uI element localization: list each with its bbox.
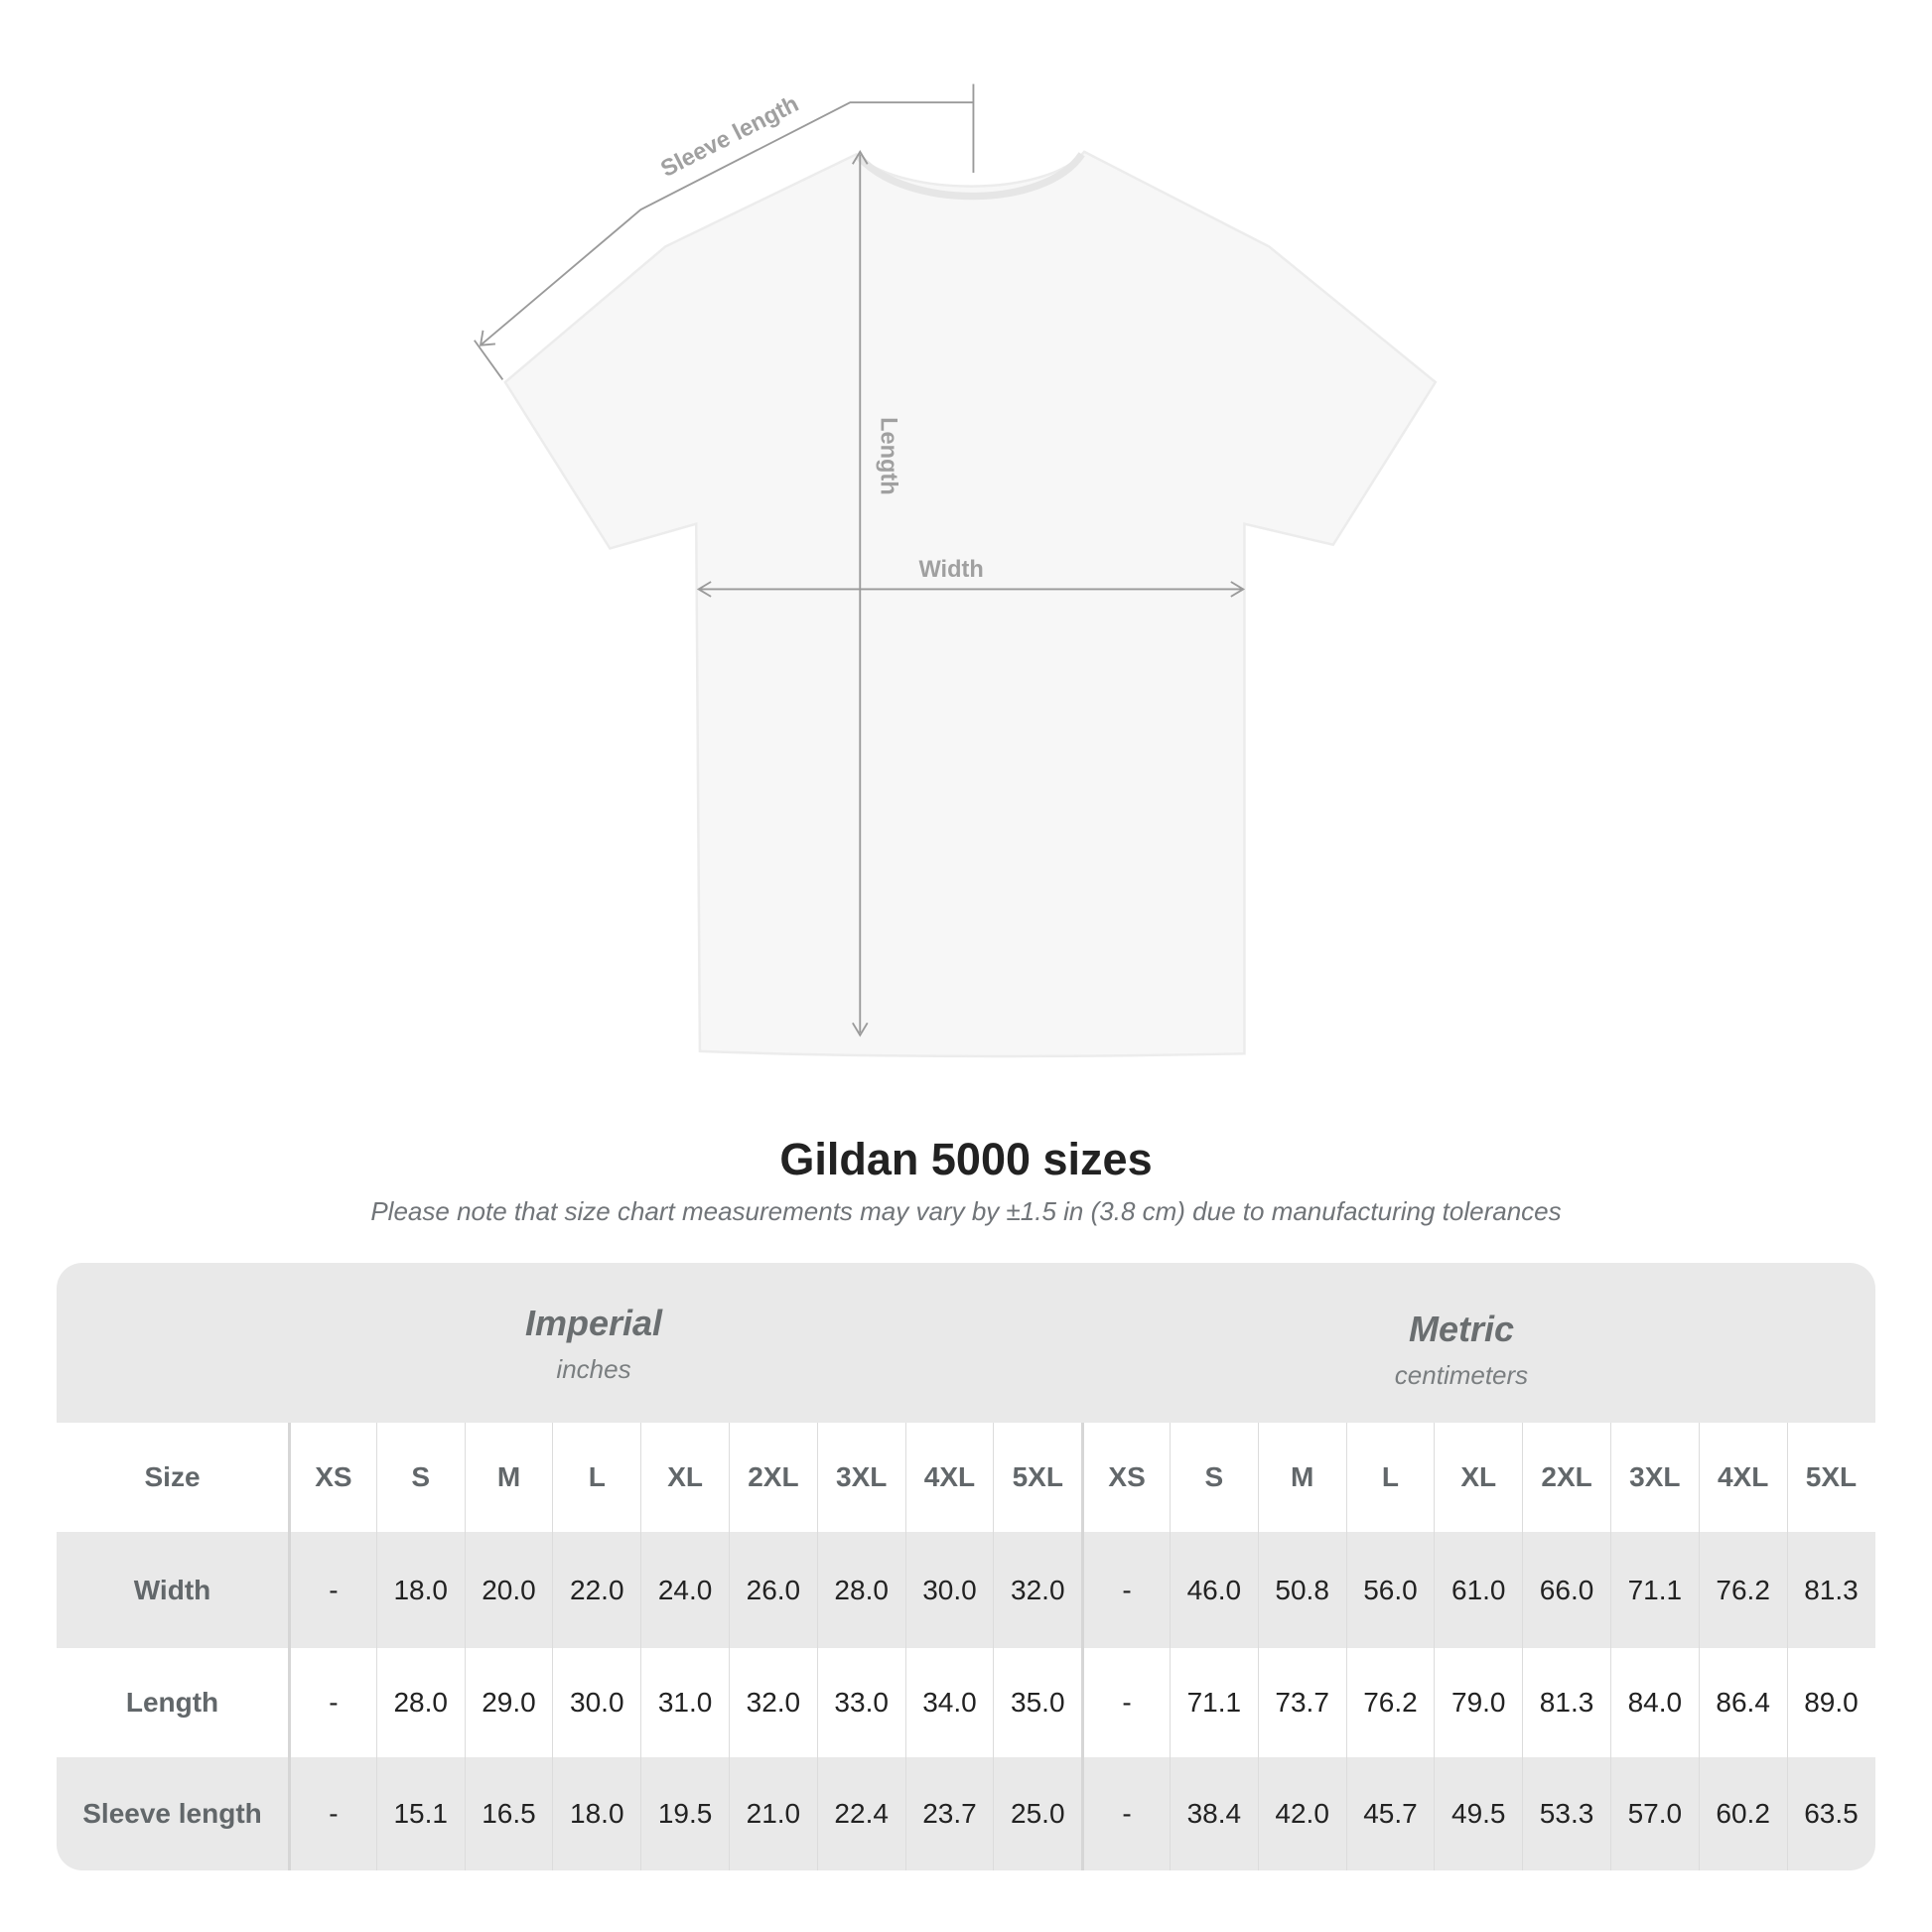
metric-value-cell: 86.4: [1698, 1648, 1787, 1757]
metric-size-xl: XL: [1434, 1423, 1522, 1532]
tolerance-note: Please note that size chart measurements…: [370, 1196, 1562, 1226]
sleeve-length-line: [480, 101, 974, 346]
imperial-value-cell: 31.0: [640, 1648, 729, 1757]
row-label: Width: [133, 1574, 211, 1605]
metric-title: Metric: [1408, 1309, 1515, 1349]
row-band: [57, 1532, 1875, 1648]
tshirt-measurement-diagram: Sleeve length Length Width: [474, 83, 1438, 1058]
metric-value-cell: -: [1081, 1532, 1170, 1648]
metric-value-cell: 81.3: [1786, 1532, 1875, 1648]
length-label: Length: [876, 417, 901, 495]
imperial-value-cell: 23.7: [904, 1757, 994, 1870]
imperial-value-cell: 28.0: [816, 1532, 905, 1648]
metric-value-cell: 76.2: [1698, 1532, 1787, 1648]
imperial-value-cell: 18.0: [375, 1532, 465, 1648]
metric-value-cell: 46.0: [1169, 1532, 1258, 1648]
row-label: Sleeve length: [82, 1798, 262, 1829]
metric-value-cell: 89.0: [1786, 1648, 1875, 1757]
imperial-size-m: M: [464, 1423, 553, 1532]
size-header-row: Size XS S M L XL 2XL 3XL 4XL 5XL XS S M L XL 2XL 3XL 4XL 5…: [57, 1423, 1875, 1532]
imperial-size-xs: XS: [288, 1423, 376, 1532]
imperial-value-cell: -: [288, 1648, 376, 1757]
imperial-size-l: L: [552, 1423, 640, 1532]
metric-header: Metric centimeters: [1213, 1309, 1710, 1391]
imperial-size-s: S: [375, 1423, 465, 1532]
metric-size-3xl: 3XL: [1609, 1423, 1699, 1532]
imperial-value-cell: 32.0: [993, 1532, 1081, 1648]
imperial-header: Imperial inches: [345, 1303, 842, 1385]
imperial-size-3xl: 3XL: [816, 1423, 905, 1532]
metric-value-cell: 56.0: [1345, 1532, 1435, 1648]
imperial-value-cell: 34.0: [904, 1648, 994, 1757]
metric-value-cell: 73.7: [1257, 1648, 1346, 1757]
page-title: Gildan 5000 sizes: [779, 1134, 1153, 1184]
metric-value-cell: 81.3: [1522, 1648, 1610, 1757]
metric-value-cell: 61.0: [1434, 1532, 1522, 1648]
sleeve-length-label: Sleeve length: [656, 90, 802, 182]
metric-value-cell: 63.5: [1786, 1757, 1875, 1870]
metric-size-2xl: 2XL: [1522, 1423, 1610, 1532]
imperial-value-cell: -: [288, 1757, 376, 1870]
imperial-value-cell: 16.5: [464, 1757, 553, 1870]
imperial-value-cell: -: [288, 1532, 376, 1648]
metric-unit: centimeters: [1394, 1360, 1529, 1390]
metric-value-cell: 71.1: [1169, 1648, 1258, 1757]
imperial-value-cell: 21.0: [728, 1757, 817, 1870]
metric-value-cell: -: [1081, 1757, 1170, 1870]
imperial-value-cell: 30.0: [904, 1532, 994, 1648]
metric-value-cell: 66.0: [1522, 1532, 1610, 1648]
imperial-value-cell: 20.0: [464, 1532, 553, 1648]
imperial-value-cell: 28.0: [375, 1648, 465, 1757]
size-table: Imperial inches Metric centimeters Size X…: [57, 1263, 1875, 1870]
imperial-value-cell: 26.0: [728, 1532, 817, 1648]
metric-value-cell: 60.2: [1698, 1757, 1787, 1870]
metric-value-cell: 42.0: [1257, 1757, 1346, 1870]
imperial-value-cell: 32.0: [728, 1648, 817, 1757]
imperial-title: Imperial: [524, 1303, 663, 1343]
imperial-unit: inches: [556, 1354, 631, 1384]
imperial-value-cell: 33.0: [816, 1648, 905, 1757]
metric-value-cell: 49.5: [1434, 1757, 1522, 1870]
width-label: Width: [918, 556, 983, 582]
imperial-value-cell: 18.0: [552, 1757, 640, 1870]
table-row-length: Length -28.0 29.0 30.0 31.0 32.0 33.0 34.0 35.0-…: [57, 1648, 1875, 1757]
imperial-value-cell: 35.0: [993, 1648, 1081, 1757]
metric-value-cell: 38.4: [1169, 1757, 1258, 1870]
metric-size-xs: XS: [1081, 1423, 1170, 1532]
metric-value-cell: 76.2: [1345, 1648, 1435, 1757]
table-row-width: Width -18.0 20.0 22.0 24.0 26.0 28.0 30.0 32.0-4…: [57, 1532, 1875, 1648]
imperial-value-cell: 19.5: [640, 1757, 729, 1870]
metric-value-cell: 57.0: [1609, 1757, 1699, 1870]
imperial-size-4xl: 4XL: [904, 1423, 994, 1532]
tshirt-image: [503, 150, 1438, 1058]
metric-value-cell: 79.0: [1434, 1648, 1522, 1757]
metric-value-cell: 84.0: [1609, 1648, 1699, 1757]
imperial-value-cell: 30.0: [552, 1648, 640, 1757]
metric-size-l: L: [1345, 1423, 1435, 1532]
row-label: Length: [125, 1687, 219, 1718]
imperial-value-cell: 22.4: [816, 1757, 905, 1870]
imperial-size-xl: XL: [640, 1423, 729, 1532]
table-row-sleeve-length: Sleeve length -15.1 16.5 18.0 19.5 21.0 22.4 23…: [57, 1757, 1875, 1870]
imperial-value-cell: 29.0: [464, 1648, 553, 1757]
tshirt-collar: [856, 152, 1085, 201]
unit-header-band: [57, 1263, 1875, 1423]
imperial-value-cell: 15.1: [375, 1757, 465, 1870]
metric-size-5xl: 5XL: [1786, 1423, 1875, 1532]
imperial-value-cell: 22.0: [552, 1532, 640, 1648]
imperial-value-cell: 24.0: [640, 1532, 729, 1648]
metric-value-cell: -: [1081, 1648, 1170, 1757]
row-band: [57, 1757, 1875, 1870]
imperial-size-2xl: 2XL: [728, 1423, 817, 1532]
imperial-size-5xl: 5XL: [993, 1423, 1081, 1532]
imperial-value-cell: 25.0: [993, 1757, 1081, 1870]
metric-size-m: M: [1257, 1423, 1346, 1532]
metric-value-cell: 71.1: [1609, 1532, 1699, 1648]
metric-size-4xl: 4XL: [1698, 1423, 1787, 1532]
metric-size-s: S: [1169, 1423, 1258, 1532]
size-label: Size: [144, 1461, 201, 1492]
metric-value-cell: 53.3: [1522, 1757, 1610, 1870]
metric-value-cell: 45.7: [1345, 1757, 1435, 1870]
metric-value-cell: 50.8: [1257, 1532, 1346, 1648]
